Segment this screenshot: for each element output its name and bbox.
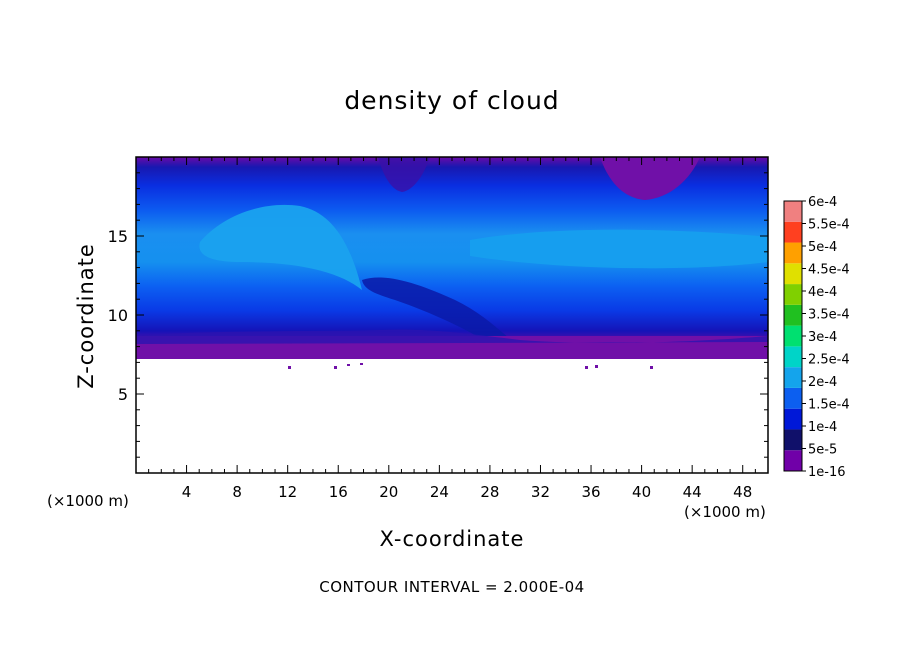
colorbar-label: 3.5e-4	[808, 308, 850, 323]
x-tick-label: 24	[430, 483, 449, 501]
colorbar-swatch	[784, 201, 802, 222]
y-axis-ticks: 5 10 15	[108, 172, 768, 458]
colorbar-swatch	[784, 429, 802, 451]
x-tick-label: 4	[182, 483, 192, 501]
colorbar-swatch	[784, 284, 802, 305]
colorbar-label: 4.5e-4	[808, 263, 850, 278]
colorbar-swatch	[784, 242, 802, 264]
x-tick-label: 20	[379, 483, 398, 501]
colorbar-label: 1e-4	[808, 420, 837, 435]
contour-interval-note: CONTOUR INTERVAL = 2.000E-04	[319, 578, 585, 596]
x-tick-label: 44	[683, 483, 702, 501]
colorbar-label: 1e-16	[808, 465, 846, 480]
chart-title: density of cloud	[344, 86, 560, 115]
colorbar-label: 5.5e-4	[808, 218, 850, 233]
x-tick-label: 8	[232, 483, 242, 501]
x-axis-ticks: 4 8 12 16 20 24 28 32 36 40 44 48	[148, 157, 756, 501]
colorbar: 1e-16 5e-5 1e-4 1.5e-4 2e-4 2.5e-4 3e-4 3.5e-4 4…	[783, 195, 850, 480]
colorbar-label: 5e-5	[808, 443, 837, 458]
colorbar-swatch	[784, 263, 802, 285]
cloud-density-field	[136, 157, 768, 369]
x-tick-label: 36	[581, 483, 600, 501]
x-axis-unit: (×1000 m)	[684, 503, 766, 521]
y-tick-label: 10	[108, 306, 128, 325]
x-tick-label: 48	[733, 483, 752, 501]
colorbar-swatch	[784, 367, 802, 388]
x-tick-label: 16	[329, 483, 348, 501]
x-tick-label: 12	[278, 483, 297, 501]
y-tick-label: 15	[108, 227, 128, 246]
colorbar-label: 3e-4	[808, 330, 837, 345]
x-tick-label: 32	[531, 483, 550, 501]
colorbar-swatch	[784, 325, 802, 347]
y-axis-label: Z-coordinate	[74, 243, 98, 389]
colorbar-swatch	[784, 221, 802, 243]
colorbar-label: 2e-4	[808, 375, 837, 390]
y-axis-unit: (×1000 m)	[47, 492, 129, 510]
colorbar-swatch	[784, 304, 802, 326]
colorbar-swatch	[784, 387, 802, 409]
colorbar-label: 1.5e-4	[808, 398, 850, 413]
x-tick-label: 28	[480, 483, 499, 501]
colorbar-swatch	[784, 346, 802, 368]
colorbar-label: 6e-4	[808, 195, 837, 210]
x-axis-label: X-coordinate	[379, 527, 525, 551]
colorbar-label: 5e-4	[808, 240, 837, 255]
x-tick-label: 40	[632, 483, 651, 501]
y-tick-label: 5	[118, 385, 128, 404]
colorbar-label: 2.5e-4	[808, 353, 850, 368]
colorbar-label: 4e-4	[808, 285, 837, 300]
colorbar-swatch	[784, 450, 802, 471]
colorbar-swatch	[784, 408, 802, 430]
